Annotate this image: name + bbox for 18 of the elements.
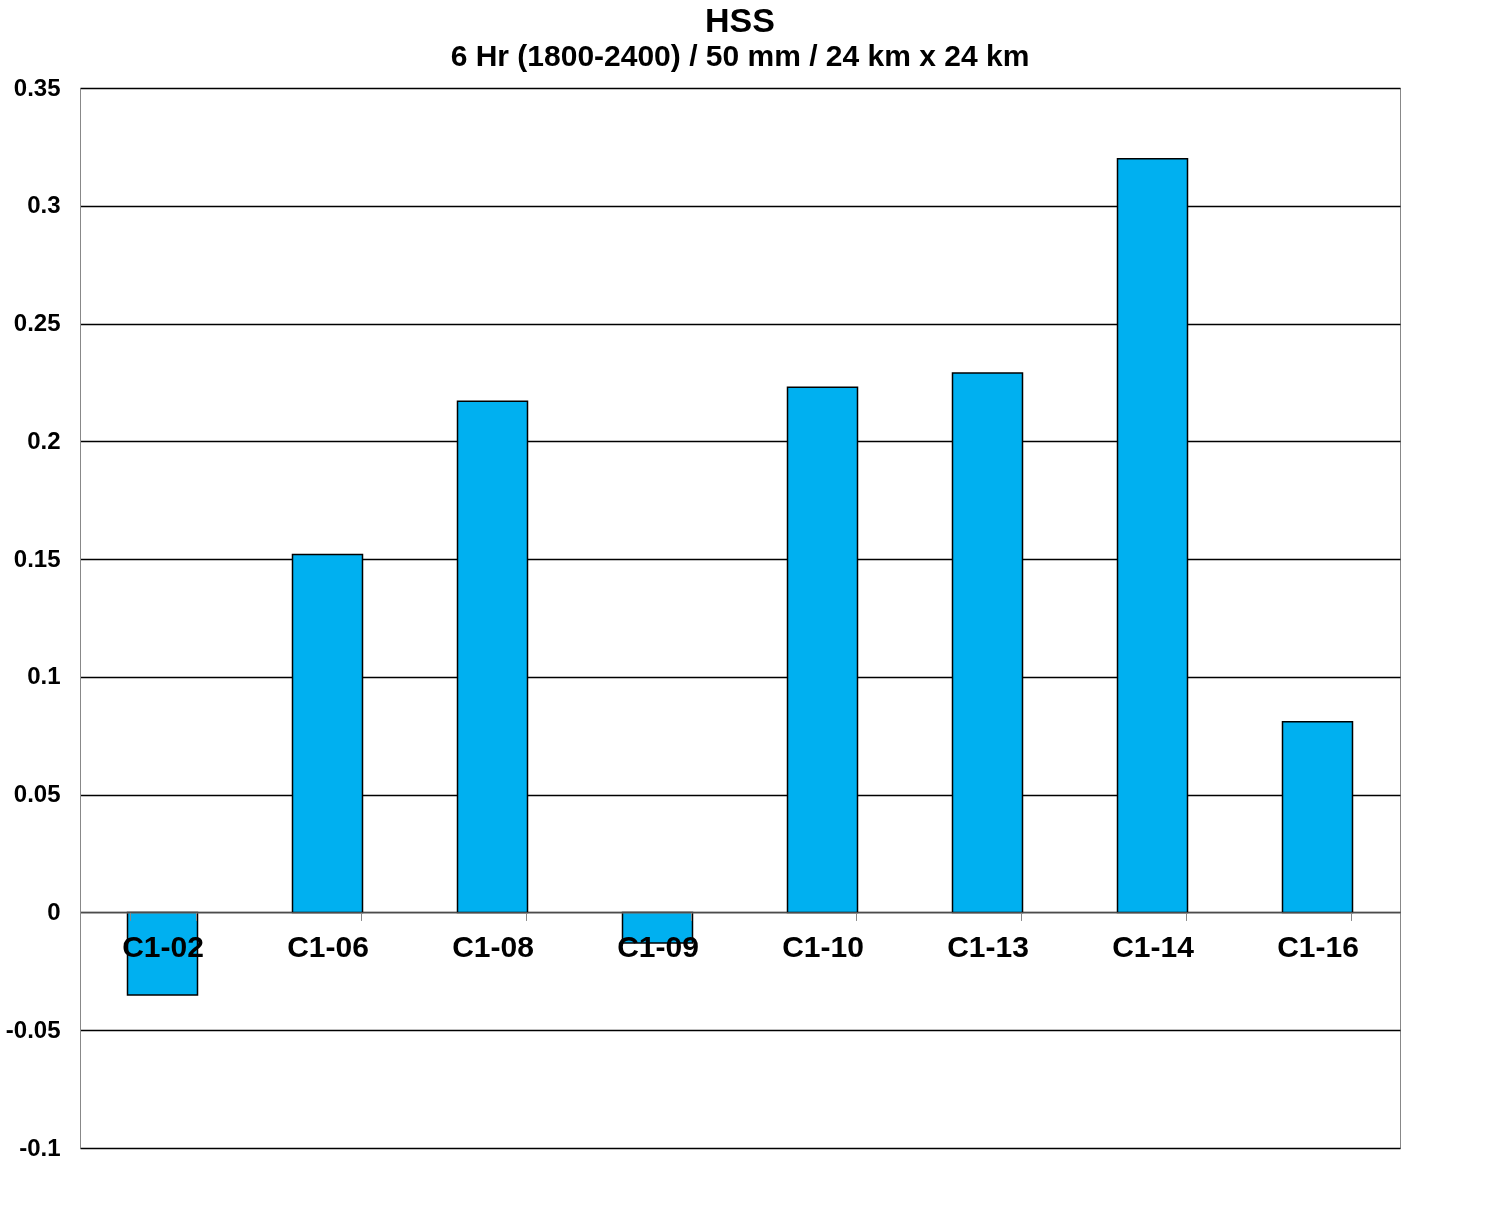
y-tick-label: 0 bbox=[47, 897, 61, 925]
y-tick-label: -0.1 bbox=[19, 1133, 61, 1161]
x-tick-label: C1-06 bbox=[287, 929, 369, 963]
y-tick-label: 0.35 bbox=[13, 73, 61, 101]
y-tick-label: 0.3 bbox=[27, 191, 61, 219]
x-tick-label: C1-13 bbox=[947, 929, 1029, 963]
y-tick-label: -0.05 bbox=[5, 1015, 61, 1043]
x-tick-label: C1-08 bbox=[452, 929, 534, 963]
x-tick-label: C1-14 bbox=[1112, 929, 1195, 963]
y-tick-label: 0.2 bbox=[27, 426, 61, 454]
y-tick-label: 0.05 bbox=[13, 780, 61, 808]
y-tick-label: 0.1 bbox=[27, 662, 61, 690]
x-tick-label: C1-16 bbox=[1277, 929, 1359, 963]
x-tick-label: C1-10 bbox=[782, 929, 864, 963]
chart-title: HSS bbox=[705, 1, 775, 39]
y-tick-label: 0.15 bbox=[13, 544, 61, 572]
chart-subtitle: 6 Hr (1800-2400) / 50 mm / 24 km x 24 km bbox=[450, 39, 1030, 72]
y-tick-label: 0.25 bbox=[13, 309, 61, 337]
